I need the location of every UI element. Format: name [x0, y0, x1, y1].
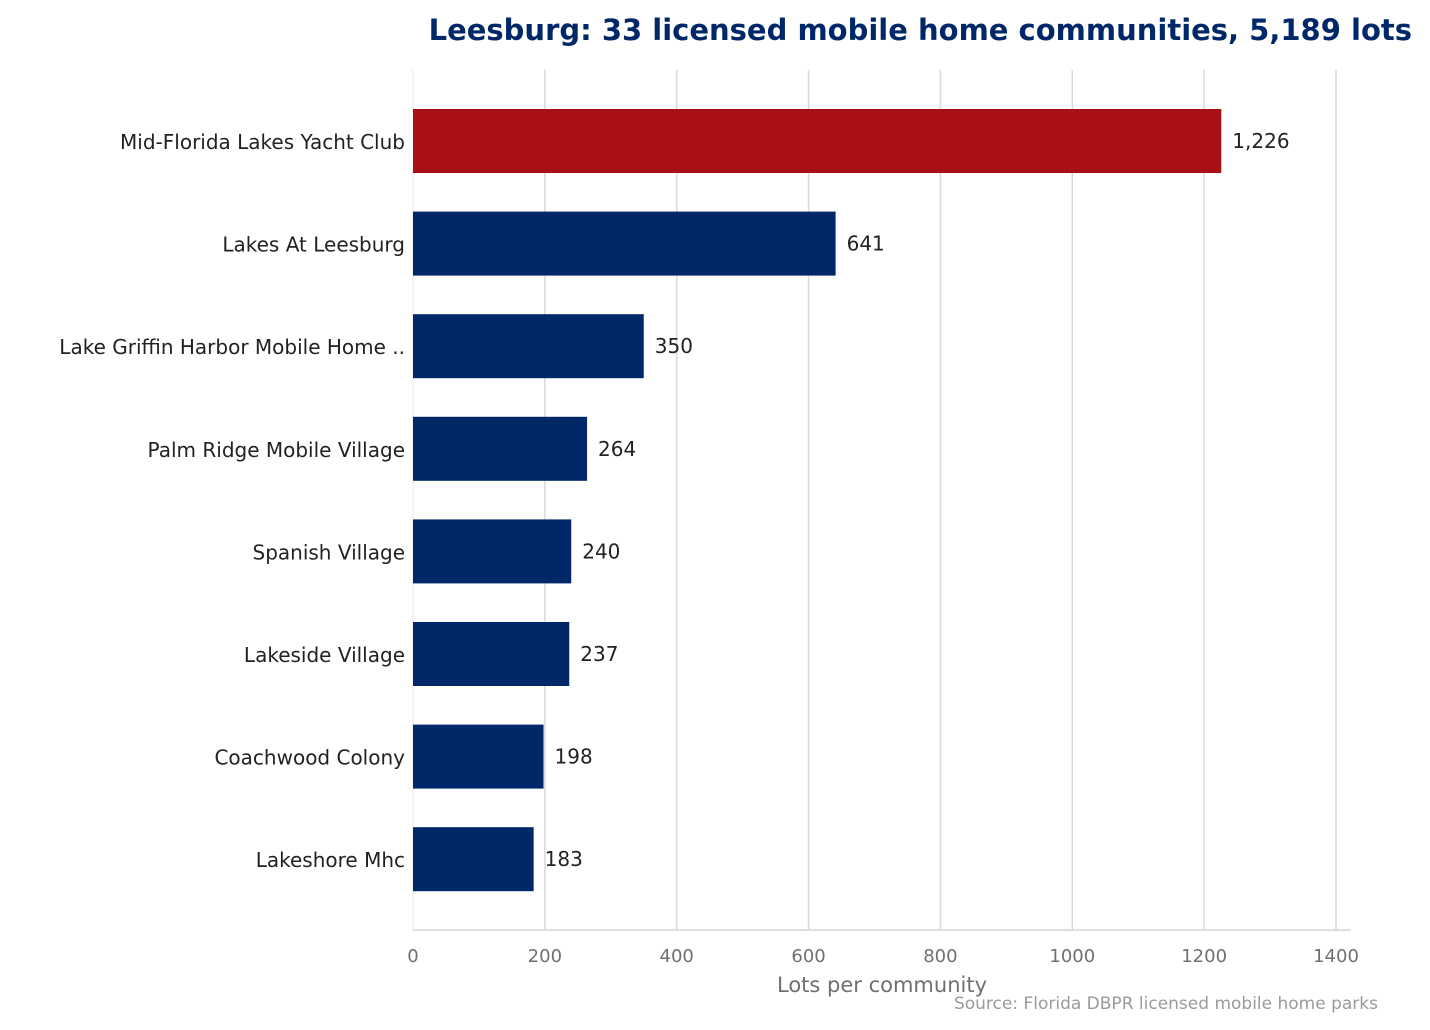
x-axis-ticks: 0 200 400 600 800 1000 1200 1400 — [407, 946, 1359, 967]
category-label: Lake Griffin Harbor Mobile Home .. — [59, 335, 405, 359]
category-label: Spanish Village — [253, 540, 406, 564]
value-label: 641 — [847, 232, 885, 256]
value-label: 198 — [555, 745, 593, 769]
value-label: 240 — [582, 539, 620, 563]
source-note: Source: Florida DBPR licensed mobile hom… — [954, 994, 1378, 1014]
bar — [413, 416, 588, 481]
category-label: Coachwood Colony — [214, 746, 405, 770]
value-label: 350 — [655, 334, 693, 358]
x-tick-label: 400 — [660, 946, 694, 967]
x-tick-label: 0 — [407, 946, 418, 967]
bars — [413, 109, 1222, 892]
bar — [413, 109, 1222, 173]
bar — [413, 211, 836, 276]
value-label: 237 — [580, 642, 618, 666]
category-label: Lakeshore Mhc — [256, 848, 405, 872]
x-tick-label: 1000 — [1049, 946, 1095, 967]
bar — [413, 314, 644, 379]
x-axis-title: Lots per community — [777, 973, 987, 997]
x-tick-label: 600 — [791, 946, 825, 967]
category-label: Palm Ridge Mobile Village — [148, 438, 405, 462]
value-labels: 1,226 641 350 264 240 237 198 183 — [545, 129, 1290, 871]
value-label: 1,226 — [1232, 129, 1289, 153]
chart-title: Leesburg: 33 licensed mobile home commun… — [429, 13, 1412, 47]
category-label: Lakeside Village — [244, 643, 405, 667]
bar — [413, 622, 570, 686]
bar — [413, 827, 534, 892]
bar — [413, 724, 544, 789]
x-tick-label: 200 — [528, 946, 562, 967]
category-label: Mid-Florida Lakes Yacht Club — [120, 130, 405, 154]
value-label: 183 — [545, 847, 583, 871]
gridlines — [412, 70, 1351, 931]
x-tick-label: 1200 — [1181, 946, 1227, 967]
category-label: Lakes At Leesburg — [222, 233, 405, 257]
value-label: 264 — [598, 437, 636, 461]
bar — [413, 519, 572, 584]
x-tick-label: 800 — [923, 946, 957, 967]
x-tick-label: 1400 — [1313, 946, 1359, 967]
category-labels: Mid-Florida Lakes Yacht Club Lakes At Lee… — [59, 130, 405, 872]
